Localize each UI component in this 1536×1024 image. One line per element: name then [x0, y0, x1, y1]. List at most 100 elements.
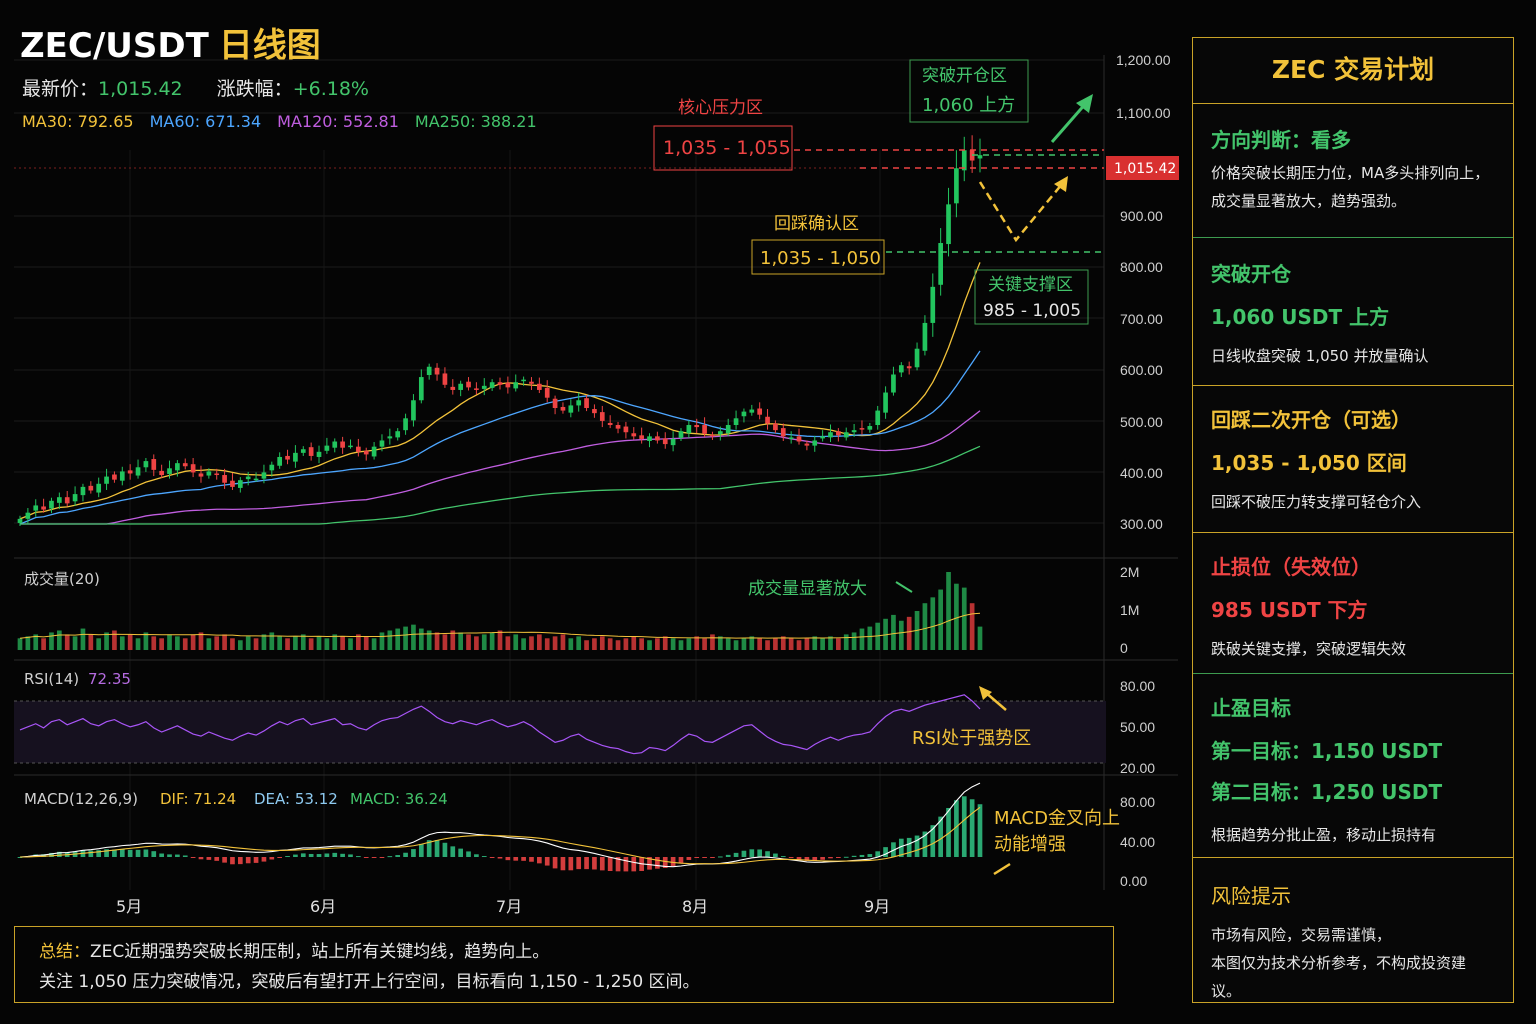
volume-bar: [411, 624, 416, 650]
macd-histogram-bar: [285, 856, 290, 858]
volume-bar: [576, 636, 582, 650]
candle-body: [867, 426, 873, 430]
macd-histogram-bar: [411, 849, 416, 857]
price-tick-1100: 1,100.00: [1116, 105, 1171, 121]
volume-bar: [151, 636, 157, 650]
macd-histogram-bar: [513, 857, 519, 861]
volume-bar: [938, 589, 943, 650]
volume-bar: [749, 636, 755, 650]
volume-bar: [308, 638, 314, 650]
candle-body: [592, 409, 597, 414]
volume-bar: [757, 638, 763, 650]
candle-body: [906, 366, 912, 369]
volume-bar: [961, 587, 967, 650]
macd-histogram-bar: [717, 856, 723, 858]
candle-body: [481, 385, 487, 389]
breakout-value: 1,060 上方: [922, 95, 1015, 116]
moving-average-lines: [19, 262, 981, 525]
macd-histogram-bar: [269, 857, 275, 860]
macd-histogram-bar: [537, 857, 542, 864]
dea-value: DEA: 53.12: [254, 790, 338, 808]
volume-bar: [717, 636, 723, 650]
volume-bar: [513, 634, 519, 650]
volume-bar: [481, 634, 487, 650]
rsi-indicator: [19, 694, 981, 755]
summary-line-1: 总结：ZEC近期强势突破长期压制，站上所有关键均线，趋势向上。: [39, 937, 1089, 967]
volume-bar: [96, 638, 102, 650]
candle-body: [584, 398, 589, 408]
volume-bar: [112, 630, 117, 650]
candle-body: [954, 168, 959, 204]
candle-body: [72, 494, 78, 502]
take-profit-text: 根据趋势分批止盈，移动止损持有: [1211, 826, 1437, 844]
macd-histogram-bar: [198, 857, 204, 860]
candle-body: [356, 446, 361, 452]
candle-body: [411, 400, 416, 421]
macd-histogram-bar: [694, 857, 700, 858]
breakout-arrow-head: [1076, 94, 1093, 113]
candle-body: [961, 150, 967, 171]
volume-bar: [57, 630, 62, 650]
volume-bar: [733, 640, 739, 650]
breakout-entry-text: 日线收盘突破 1,050 并放量确认: [1211, 347, 1429, 365]
dif-line: [19, 782, 981, 868]
candle-body: [820, 436, 825, 439]
volume-bar: [387, 630, 393, 650]
macd-histogram-bar: [812, 857, 818, 861]
candle-body: [757, 408, 763, 415]
volume-bar: [127, 634, 133, 650]
macd-histogram-bar: [623, 857, 629, 872]
candle-body: [914, 348, 920, 368]
macd-histogram-bar: [222, 857, 227, 863]
candle-body: [64, 497, 70, 504]
candle-body: [442, 373, 448, 385]
candle-body: [340, 441, 345, 448]
price-chart[interactable]: 1,200.00 1,100.00 900.00 800.00 700.00 6…: [0, 0, 1190, 925]
price-tick-600: 600.00: [1120, 362, 1163, 378]
rsi-panel-label: RSI(14): [24, 670, 79, 688]
volume-bar: [237, 640, 243, 650]
candle-body: [308, 447, 314, 456]
macd-histogram-bar: [458, 848, 463, 857]
take-profit-title: 止盈目标: [1211, 696, 1291, 720]
macd-histogram-bar: [599, 857, 605, 871]
pullback-entry-text: 回踩不破压力转支撑可轻仓介入: [1211, 493, 1422, 511]
pullback-title: 回踩确认区: [774, 214, 859, 234]
summary-text-2: 关注 1,050 压力突破情况，突破后有望打开上行空间，目标看向 1,150 -…: [39, 972, 700, 992]
candle-body: [560, 406, 566, 411]
volume-bar: [458, 632, 463, 650]
price-tick-300: 300.00: [1120, 516, 1163, 532]
volume-bar: [812, 636, 818, 650]
candle-body: [788, 437, 794, 439]
macd-histogram-bar: [560, 857, 566, 871]
candle-body: [552, 398, 558, 408]
candle-body: [167, 468, 172, 474]
macd-histogram-bar: [175, 854, 180, 857]
volume-bar: [891, 614, 896, 650]
macd-histogram-bar: [119, 849, 125, 857]
volume-bar: [788, 638, 794, 650]
candle-body: [859, 428, 865, 430]
ma30-legend: MA30: 792.65: [22, 112, 134, 131]
volume-bar: [340, 636, 345, 650]
price-line: 最新价：1,015.42 涨跌幅：+6.18%: [22, 74, 369, 101]
breakout-box: [909, 59, 1029, 123]
candle-body: [655, 436, 660, 441]
candle-body: [261, 472, 267, 479]
volume-bar: [230, 638, 235, 650]
volume-bar: [568, 638, 574, 650]
macd-histogram-bar: [57, 851, 62, 857]
volume-bar: [969, 603, 975, 650]
rsi-line: [19, 694, 981, 755]
volume-bar: [537, 634, 542, 650]
macd-histogram-bar: [489, 857, 495, 858]
macd-histogram-bar: [127, 849, 133, 857]
last-price-tag: [1106, 156, 1179, 180]
volume-bar: [686, 638, 692, 650]
candle-body: [812, 440, 818, 446]
candle-body: [403, 418, 408, 431]
volume-bar: [277, 636, 283, 650]
macd-histogram-bar: [961, 796, 967, 857]
plan-title: ZEC 交易计划: [1193, 38, 1513, 104]
volume-tick-2m: 2M: [1120, 564, 1139, 580]
